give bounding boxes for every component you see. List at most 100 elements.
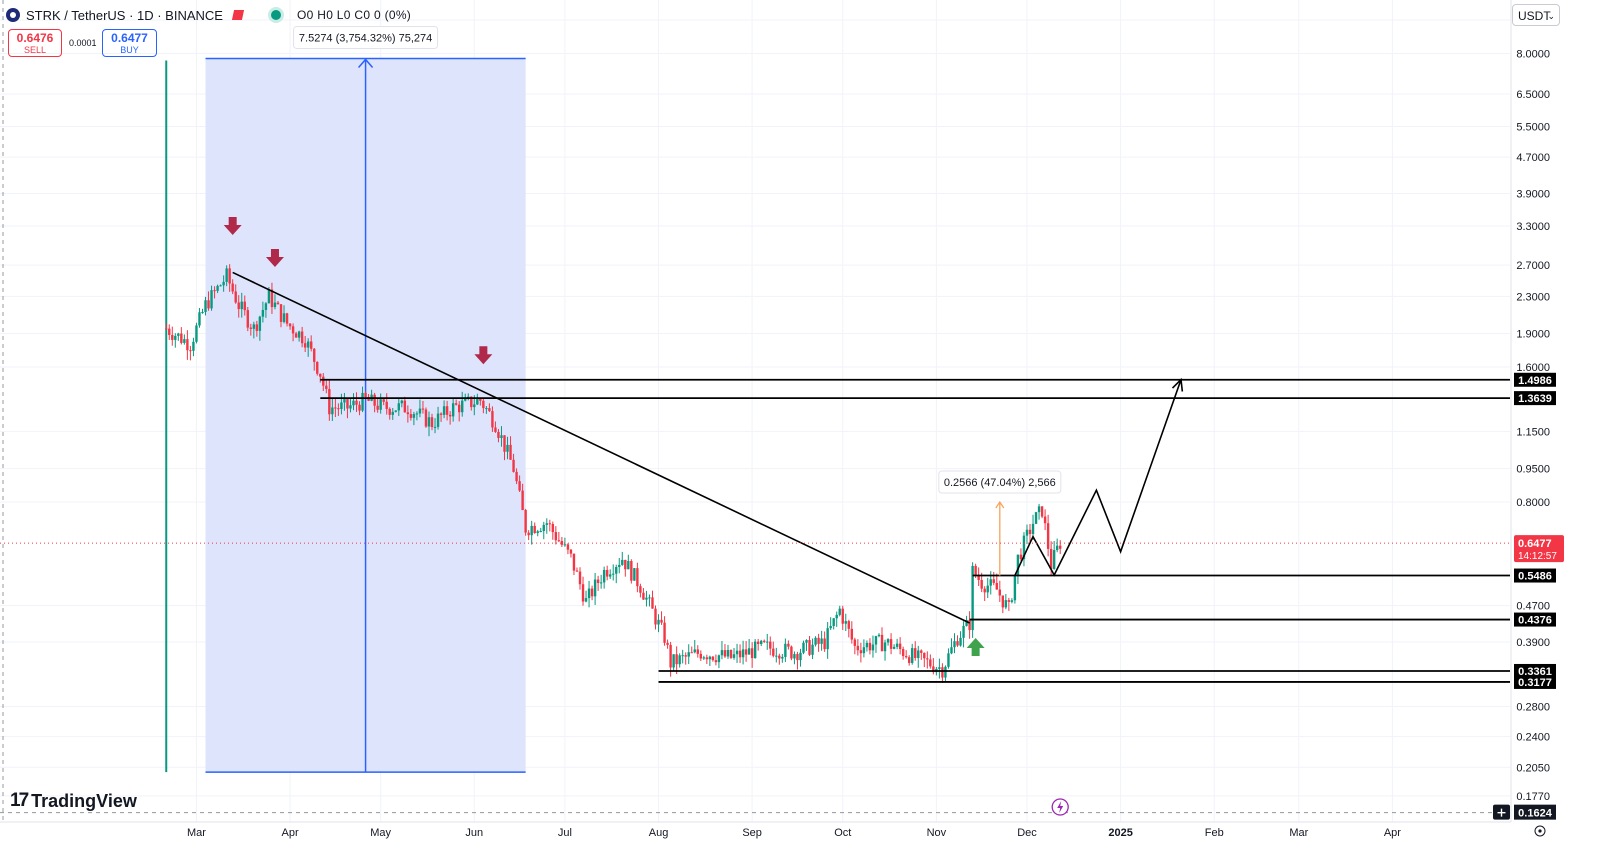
candle-body [865,642,869,648]
candle-body [850,628,854,640]
candle-body [657,619,660,625]
candle-body [382,399,385,402]
settings-gear-center [1538,829,1542,833]
candle-body [539,531,542,533]
candle-body [213,290,216,292]
candle-body [702,657,706,659]
candle-body [663,622,666,643]
candle-body [180,333,183,343]
candle-body [415,413,419,415]
candle-body [763,640,766,642]
arrow-up-icon [966,638,985,657]
price-range-measure: 7.5274 (3,754.32%) 75,274 [205,25,526,773]
candle-body [669,644,672,668]
time-axis: Mar Apr May Jun Jul Aug Sep Oct Nov Dec 2025 Feb Mar… [0,821,1546,839]
candle-body [717,655,721,663]
candle-body [316,361,319,374]
candle-body [805,640,808,643]
candle-body [886,639,890,643]
candle-body [687,652,690,657]
candle-body [273,302,277,308]
candle-body [536,531,539,534]
candle-body [947,653,950,667]
candle-body [479,398,482,401]
candle-body [322,376,325,386]
candle-body [515,471,518,482]
candle-body [636,568,639,587]
candle-body [681,655,684,657]
level-tag [1514,391,1556,406]
time-tick-label: Dec [1017,827,1037,839]
candle-body [279,304,283,322]
candle-body [953,641,956,648]
candle-body [243,301,246,311]
candle-body [554,532,558,541]
candle-body [699,653,703,659]
currency-label: USDT [1518,9,1551,23]
candle-body [207,300,210,309]
range-label: 7.5274 (3,754.32%) 75,274 [293,25,439,49]
candle-body [548,523,551,525]
candle-body [572,553,576,571]
candle-body [424,409,428,427]
candle-body [1028,529,1032,535]
level-tag [1514,612,1556,627]
candle-body [983,588,986,593]
candle-body [596,579,600,584]
tradingview-logo[interactable]: 17 TradingView [10,790,137,812]
candle-body [684,655,687,657]
candle-body [756,641,760,645]
candle-body [609,574,612,577]
candle-body [183,339,186,343]
price-tick-label: 1.9000 [1516,329,1550,341]
candle-body [442,406,446,415]
candle-body [992,579,995,583]
flag-icon[interactable] [231,10,245,20]
candle-body [373,394,376,406]
candle-body [433,426,437,428]
currency-select[interactable]: USDT ⌄ [1512,4,1560,26]
candle-body [989,579,992,586]
symbol-title[interactable]: STRK / TetherUS · 1D · BINANCE [26,7,223,23]
candle-body [457,404,461,413]
buy-button[interactable]: 0.6477 BUY [102,29,157,57]
candle-body [856,645,860,651]
candle-body [723,650,727,657]
candle-body [950,647,953,654]
symbol-header[interactable]: STRK / TetherUS · 1D · BINANCE O0 H0 L0 … [6,4,411,26]
candle-body [844,621,847,624]
candle-body [741,649,745,658]
candle-body [246,310,249,328]
candle-body [817,637,820,644]
candle-body [883,642,887,652]
candle-body [343,399,346,403]
candle-body [240,301,243,310]
time-tick-label: Jul [558,827,572,839]
market-status-icon [270,10,281,20]
candle-body [1034,512,1038,524]
crosshair-tag-text: 0.1624 [1518,808,1553,820]
candle-body [892,646,896,649]
candle-body [778,655,781,659]
candle-body [189,350,192,352]
candle-body [651,597,654,609]
candle-body [853,639,857,646]
candle-body [826,628,829,650]
arrow-down-icon [265,249,284,268]
candle-body [198,312,201,326]
candle-body [841,608,844,624]
candle-body [349,405,352,409]
candle-body [796,654,799,661]
candle-body [760,640,763,645]
sell-button[interactable]: 0.6476 SELL [8,29,62,57]
candle-body [204,300,207,312]
candle-body [633,568,636,581]
level-tag [1514,372,1556,387]
candle-body [494,427,497,432]
candle-body [328,389,331,415]
candle-body [738,650,742,658]
candle-body [720,650,724,656]
candle-body [602,569,606,583]
crosshair-tag [1514,804,1556,820]
